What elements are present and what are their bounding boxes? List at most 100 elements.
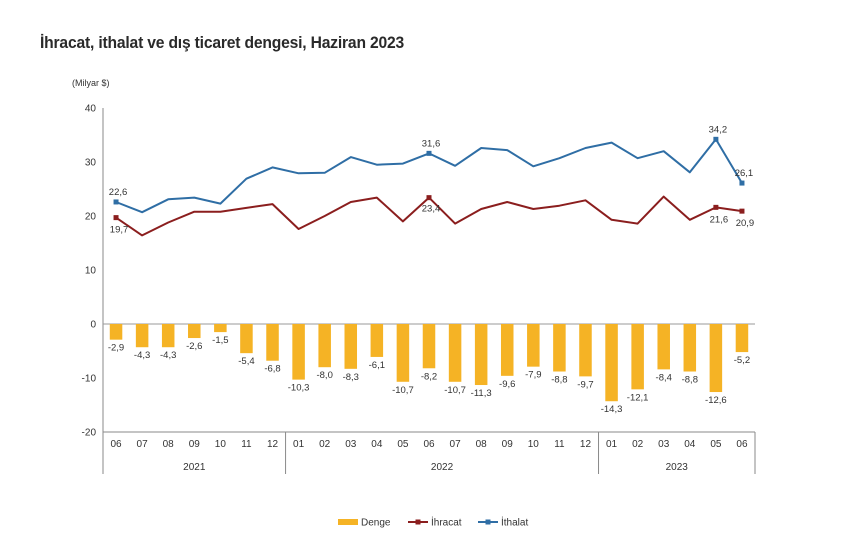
x-tick-label: 10 (215, 439, 227, 450)
year-label: 2021 (183, 462, 206, 473)
denge-bar (657, 324, 670, 370)
y-tick-label: -20 (82, 428, 97, 439)
denge-data-label: -2,9 (108, 343, 124, 354)
denge-bar (500, 324, 514, 376)
denge-bar (292, 324, 305, 380)
legend-swatch-marker (415, 519, 421, 525)
denge-data-label: -5,2 (734, 355, 750, 366)
denge-bar (474, 324, 488, 386)
denge-data-label: -9,7 (577, 379, 593, 390)
x-tick-label: 01 (606, 439, 618, 450)
x-tick-label: 04 (684, 439, 696, 450)
x-tick-label: 11 (241, 439, 252, 450)
denge-bar (344, 324, 358, 369)
denge-data-label: -1,5 (212, 335, 228, 346)
denge-bar (318, 324, 331, 368)
x-tick-label: 09 (502, 439, 514, 450)
denge-bar (396, 324, 410, 382)
year-label: 2022 (431, 462, 454, 473)
ihracat-marker (113, 215, 119, 221)
year-label: 2023 (666, 462, 689, 473)
denge-bar (135, 324, 149, 348)
x-tick-label: 07 (450, 439, 462, 450)
denge-data-label: -10,7 (392, 385, 414, 396)
ihracat-line (115, 195, 743, 237)
ithalat-data-label: 22,6 (109, 187, 128, 198)
x-tick-label: 05 (710, 439, 722, 450)
x-tick-label: 11 (554, 439, 565, 450)
denge-bar (188, 324, 201, 339)
denge-data-label: -6,8 (264, 364, 280, 375)
legend-label: İthalat (501, 516, 528, 529)
denge-data-label: -4,3 (134, 350, 150, 361)
denge-data-label: -14,3 (601, 404, 623, 415)
ihracat-data-label: 19,7 (110, 225, 129, 236)
denge-bar (553, 324, 566, 372)
denge-bar (161, 324, 175, 348)
ithalat-marker (426, 150, 432, 156)
y-axis-label: (Milyar $) (72, 78, 110, 88)
x-tick-label: 03 (658, 439, 670, 450)
denge-bar (448, 324, 462, 382)
denge-bar (605, 324, 618, 402)
denge-bar (709, 324, 723, 393)
ihracat-marker (426, 195, 432, 201)
denge-data-label: -7,9 (525, 370, 541, 381)
x-tick-label: 12 (267, 439, 279, 450)
ithalat-marker (113, 199, 119, 205)
denge-bar (527, 324, 540, 367)
x-tick-label: 03 (345, 439, 357, 450)
denge-data-label: -8,2 (421, 371, 437, 382)
denge-data-label: -11,3 (471, 388, 492, 399)
denge-bar (579, 324, 592, 377)
y-tick-label: 20 (85, 212, 97, 223)
denge-data-label: -8,8 (551, 375, 567, 386)
legend-swatch-denge (338, 519, 358, 525)
ihracat-marker (739, 208, 745, 214)
x-tick-label: 10 (528, 439, 540, 450)
x-tick-label: 06 (423, 439, 435, 450)
ithalat-line (115, 138, 743, 214)
x-tick-label: 04 (371, 439, 383, 450)
denge-data-label: -9,6 (499, 379, 515, 390)
y-tick-label: -10 (82, 374, 97, 385)
denge-data-label: -12,1 (627, 392, 649, 403)
y-tick-label: 30 (85, 158, 97, 169)
denge-bar (240, 324, 253, 354)
chart-title: İhracat, ithalat ve dış ticaret dengesi,… (40, 33, 405, 52)
denge-data-label: -10,3 (288, 383, 310, 394)
denge-bar (631, 324, 644, 390)
ihracat-data-label: 23,4 (422, 204, 441, 215)
ihracat-data-label: 21,6 (710, 214, 729, 225)
denge-data-label: -6,1 (369, 360, 385, 371)
x-tick-label: 02 (319, 439, 331, 450)
x-tick-label: 08 (476, 439, 488, 450)
x-tick-label: 08 (163, 439, 175, 450)
y-tick-label: 0 (90, 320, 96, 331)
x-tick-label: 05 (397, 439, 409, 450)
denge-data-label: -8,3 (343, 372, 359, 383)
x-tick-label: 06 (736, 439, 748, 450)
y-tick-label: 10 (85, 266, 97, 277)
x-tick-label: 02 (632, 439, 644, 450)
x-tick-label: 09 (189, 439, 201, 450)
denge-bar (422, 324, 436, 369)
denge-data-label: -5,4 (238, 356, 254, 367)
legend-label: İhracat (431, 516, 462, 529)
ithalat-data-label: 26,1 (735, 168, 754, 179)
denge-data-label: -8,0 (316, 370, 332, 381)
denge-bar (109, 324, 123, 340)
denge-data-label: -10,7 (444, 385, 466, 396)
x-tick-label: 01 (293, 439, 305, 450)
denge-bar (683, 324, 697, 372)
legend-swatch-marker (485, 519, 491, 525)
denge-data-label: -8,4 (656, 372, 672, 383)
x-tick-label: 06 (110, 439, 122, 450)
denge-bar (735, 324, 749, 353)
ithalat-marker (739, 180, 745, 186)
denge-data-label: -12,6 (705, 395, 727, 406)
legend-label: Denge (361, 518, 391, 529)
denge-data-label: -4,3 (160, 350, 176, 361)
ithalat-marker (713, 136, 719, 142)
denge-data-label: -8,8 (682, 375, 698, 386)
